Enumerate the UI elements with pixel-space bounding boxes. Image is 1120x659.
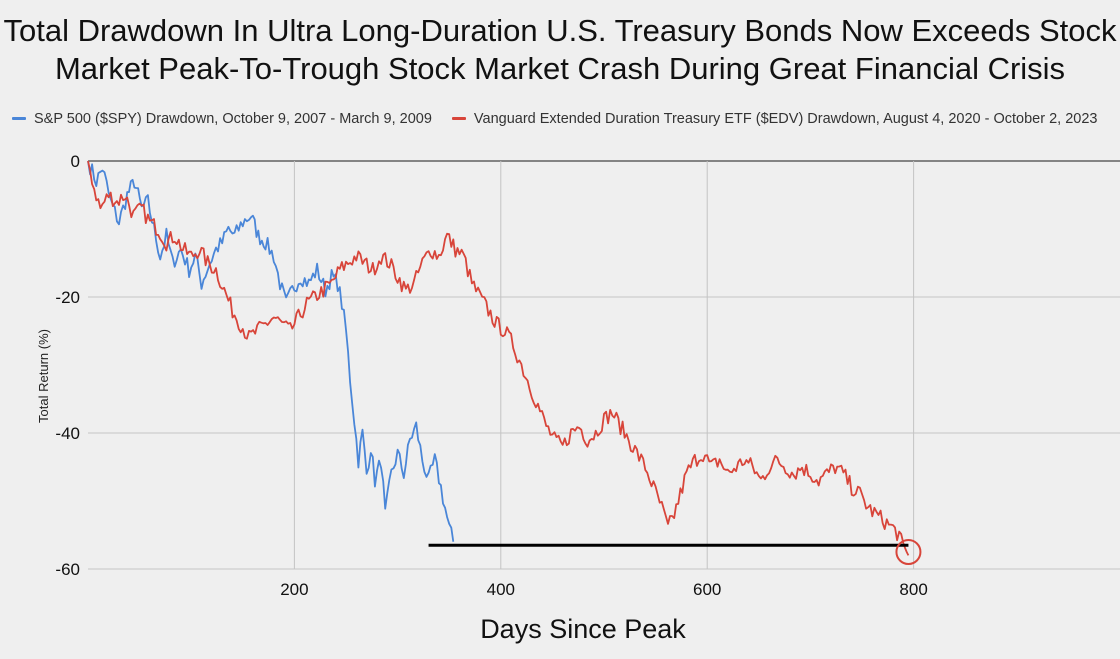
y-tick-label: -40 — [55, 424, 80, 443]
legend-swatch-spy — [12, 117, 26, 120]
trough-circle-marker — [895, 539, 922, 565]
series-line-edv — [87, 160, 910, 556]
tick-labels: 0 -20 -40 -60 200 400 600 800 — [55, 152, 927, 599]
legend-item-spy[interactable]: S&P 500 ($SPY) Drawdown, October 9, 2007… — [12, 111, 432, 127]
x-tick-label: 200 — [280, 580, 308, 599]
annotations — [428, 539, 922, 565]
series-line-spy — [87, 160, 455, 542]
legend-swatch-edv — [451, 117, 466, 120]
y-tick-label: -60 — [55, 560, 80, 579]
y-tick-label: 0 — [71, 152, 80, 171]
title-line-2: Market Peak-To-Trough Stock Market Crash… — [54, 51, 1066, 86]
x-tick-label: 400 — [487, 580, 515, 599]
y-axis-title: Total Return (%) — [36, 329, 51, 423]
title-line-1: Total Drawdown In Ultra Long-Duration U.… — [3, 13, 1117, 48]
page-title: Total Drawdown In Ultra Long-Duration U.… — [0, 12, 1120, 88]
x-axis-title: Days Since Peak — [480, 614, 686, 644]
y-tick-label: -20 — [55, 288, 80, 307]
grid — [88, 160, 1120, 570]
legend-label-spy: S&P 500 ($SPY) Drawdown, October 9, 2007… — [34, 110, 432, 127]
legend: S&P 500 ($SPY) Drawdown, October 9, 2007… — [12, 108, 1112, 127]
legend-item-edv[interactable]: Vanguard Extended Duration Treasury ETF … — [451, 110, 1098, 127]
x-tick-label: 600 — [693, 580, 721, 599]
legend-label-edv: Vanguard Extended Duration Treasury ETF … — [473, 110, 1098, 127]
series-layer — [87, 160, 910, 556]
x-tick-label: 800 — [899, 580, 927, 599]
